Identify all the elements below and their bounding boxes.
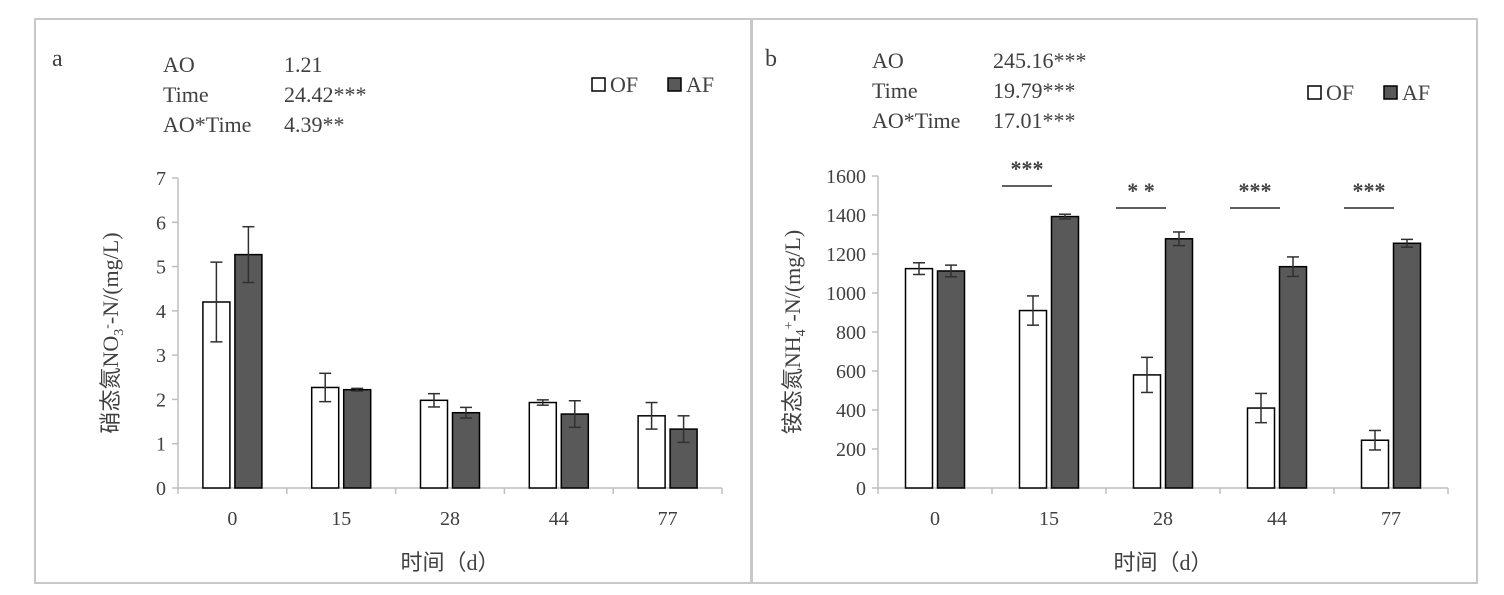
panel-b-legend-label-af: AF bbox=[1402, 80, 1430, 105]
panel-a-y-axis-label-sub: 3 bbox=[112, 329, 127, 336]
panel-b-stat-label: AO bbox=[872, 48, 904, 73]
panel-a-y-tick-label: 3 bbox=[156, 345, 166, 367]
panel-b-y-tick-label: 1400 bbox=[826, 205, 866, 227]
panel-a-y-tick-label: 2 bbox=[156, 389, 166, 411]
panel-b-y-tick-label: 400 bbox=[836, 400, 866, 422]
panel-b-stat-value: 19.79*** bbox=[993, 78, 1076, 103]
panel-a-y-axis-label-tail: -N/(mg/L) bbox=[98, 232, 123, 324]
panel-b-bar-af-0 bbox=[936, 270, 966, 489]
panel-b-y-tick-label: 1000 bbox=[826, 283, 866, 305]
panel-b-bar-af-44 bbox=[1278, 265, 1308, 489]
panel-b-significance-stars: *** bbox=[1353, 178, 1386, 203]
panel-b-stat-label: AO*Time bbox=[872, 108, 960, 133]
panel-a-x-tick-label: 28 bbox=[440, 508, 460, 530]
panel-a-y-axis-label-sup: - bbox=[100, 324, 115, 329]
panel-b-stat-value: 245.16*** bbox=[993, 48, 1087, 73]
panel-a-y-axis-label: 硝态氮NO3--N/(mg/L) bbox=[98, 232, 127, 433]
panel-a-y-tick-label: 0 bbox=[156, 478, 166, 500]
panel-a-legend-swatch-of bbox=[591, 77, 606, 92]
panel-b-significance-stars: *** bbox=[1011, 156, 1044, 181]
panel-b-x-axis-label: 时间（d） bbox=[1113, 550, 1212, 575]
panel-a-stat-value: 1.21 bbox=[284, 52, 323, 77]
panel-b-y-tick-label: 1200 bbox=[826, 244, 866, 266]
panel-a-y-tick-label: 7 bbox=[156, 168, 166, 190]
panel-b-y-axis-label-sup: + bbox=[782, 321, 797, 329]
panel-b-y-tick-label: 200 bbox=[836, 439, 866, 461]
panel-a-stat-label: AO*Time bbox=[163, 112, 251, 137]
panel-a-x-tick-label: 44 bbox=[549, 508, 569, 530]
panel-b-bar-af-15 bbox=[1050, 215, 1080, 489]
panel-a-x-tick-label: 15 bbox=[331, 508, 351, 530]
panel-b-y-axis-label-main: 铵态氮NH bbox=[780, 336, 805, 434]
panel-a-stat-value: 4.39** bbox=[284, 112, 345, 137]
panel-a-stat-value: 24.42*** bbox=[284, 82, 367, 107]
panel-b-y-tick-label: 600 bbox=[836, 361, 866, 383]
panel-a-bar-af-28 bbox=[451, 411, 481, 489]
panel-b-significance-stars: * * bbox=[1127, 178, 1155, 203]
panel-b-x-tick-label: 0 bbox=[930, 508, 940, 530]
panel-b-y-axis-label-sub: 4 bbox=[794, 329, 809, 336]
panel-a-x-tick-label: 0 bbox=[227, 508, 237, 530]
panel-a-y-tick-label: 1 bbox=[156, 434, 166, 456]
panel-b-legend-swatch-af bbox=[1383, 85, 1398, 100]
panel-divider bbox=[750, 18, 753, 584]
panel-a-bar-af-15 bbox=[342, 388, 372, 489]
panel-a-legend-swatch-af bbox=[667, 77, 682, 92]
panel-a-x-axis-label: 时间（d） bbox=[400, 550, 499, 575]
panel-a-stat-label: AO bbox=[163, 52, 195, 77]
panel-b-significance-stars: *** bbox=[1239, 178, 1272, 203]
panel-a-y-tick-label: 4 bbox=[156, 301, 166, 323]
panel-a-x-tick-label: 77 bbox=[658, 508, 678, 530]
panel-b-stat-value: 17.01*** bbox=[993, 108, 1076, 133]
panel-b-stat-label: Time bbox=[872, 78, 918, 103]
panel-b-y-axis-label: 铵态氮NH4+-N/(mg/L) bbox=[780, 230, 809, 434]
panel-a-y-tick-label: 5 bbox=[156, 257, 166, 279]
figure-frame bbox=[34, 18, 1478, 584]
panel-b-label: b bbox=[765, 46, 777, 72]
panel-b-legend-swatch-of bbox=[1307, 85, 1322, 100]
panel-a-label: a bbox=[52, 46, 63, 72]
panel-b-group: b AO 245.16*** Time 19.79*** AO*Time 17.01*** O… bbox=[765, 46, 1449, 575]
panel-b-x-tick-label: 77 bbox=[1381, 508, 1401, 530]
panel-b-legend-label-of: OF bbox=[1326, 80, 1354, 105]
panel-b-bar-af-28 bbox=[1164, 238, 1194, 489]
panel-b-y-tick-label: 0 bbox=[856, 478, 866, 500]
panel-b-y-tick-label: 800 bbox=[836, 322, 866, 344]
panel-b-bar-of-15 bbox=[1018, 309, 1048, 489]
panel-b-bar-af-77 bbox=[1392, 242, 1422, 489]
panel-b-y-axis-label-tail: -N/(mg/L) bbox=[780, 230, 805, 322]
panel-b-y-tick-label: 1600 bbox=[826, 166, 866, 188]
panel-a-bar-of-44 bbox=[528, 401, 558, 489]
panel-a-bar-af-0 bbox=[234, 253, 263, 489]
panel-a-stat-label: Time bbox=[163, 82, 209, 107]
panel-a-bar-of-28 bbox=[419, 399, 449, 489]
panel-b-x-tick-label: 44 bbox=[1267, 508, 1287, 530]
panel-a-legend-label-of: OF bbox=[610, 72, 638, 97]
panel-b-x-tick-label: 15 bbox=[1039, 508, 1059, 530]
panel-a-y-axis-label-main: 硝态氮NO bbox=[98, 336, 123, 434]
panel-a-legend-label-af: AF bbox=[686, 72, 714, 97]
panel-a-bar-of-15 bbox=[310, 386, 340, 489]
panel-b-x-tick-label: 28 bbox=[1153, 508, 1173, 530]
panel-a-group: a AO 1.21 Time 24.42*** AO*Time 4.39** OF AF 0 1 2 3… bbox=[52, 46, 723, 575]
panel-b-bar-of-0 bbox=[904, 267, 934, 489]
panel-a-y-tick-label: 6 bbox=[156, 212, 166, 234]
